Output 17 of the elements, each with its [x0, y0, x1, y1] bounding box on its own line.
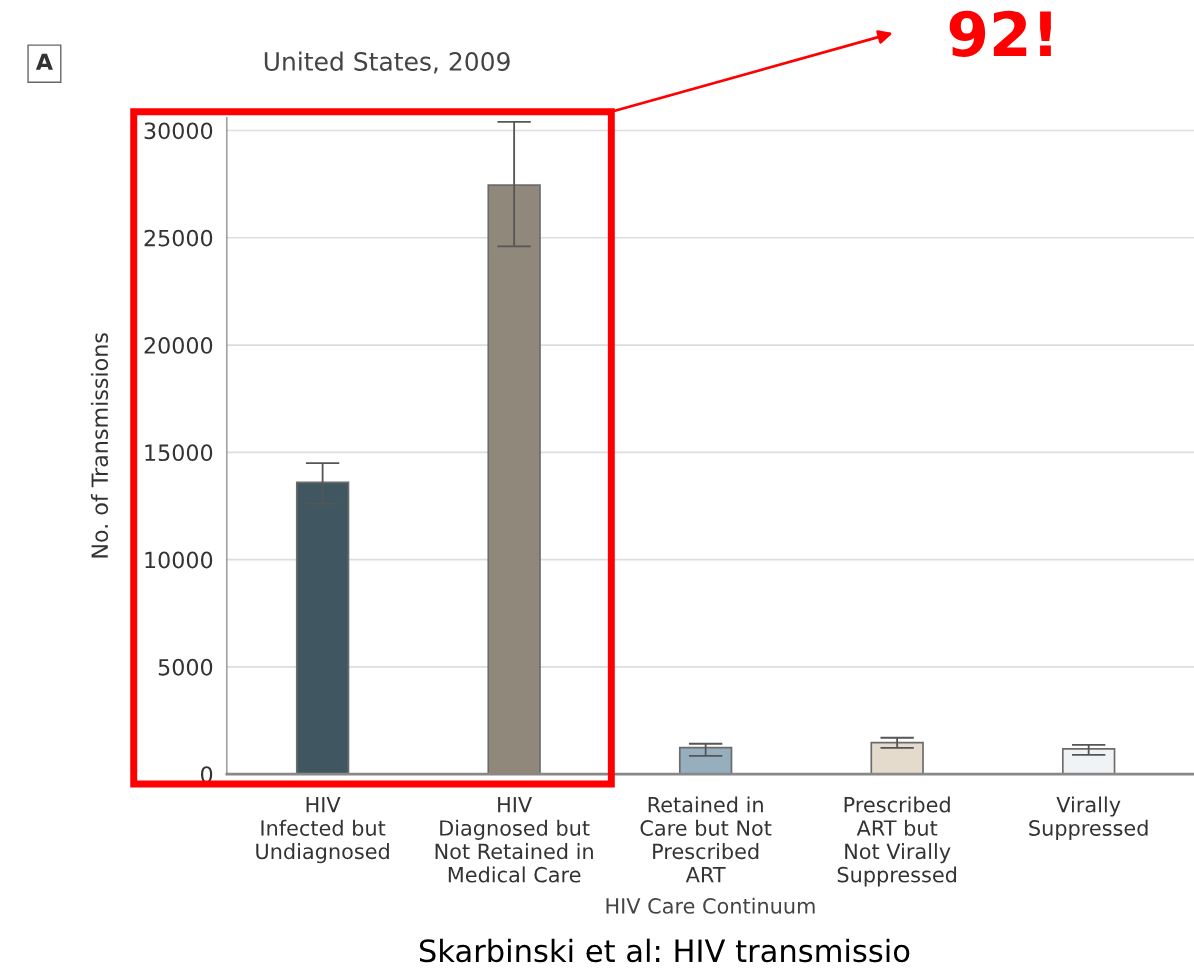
y-tick-label: 25000 [144, 229, 213, 247]
y-tick-label: 10000 [145, 551, 213, 569]
text: 92! [949, 10, 1051, 57]
x-axis-title: HIV Care Continuum [606, 897, 815, 914]
x-tick-label: HIV Infected but Undiagnosed [256, 797, 389, 864]
y-tick-label: 5000 [158, 658, 213, 676]
text: A [35, 53, 53, 70]
y-axis-title: No. of Transmissions [90, 333, 109, 558]
x-tick-label: Virally Suppressed [1029, 796, 1148, 840]
chart-title: United States, 2009 [264, 51, 510, 74]
x-tick-label: Retained in Care but Not Prescribed ART [640, 796, 772, 883]
y-tick-label: 30000 [144, 122, 213, 140]
y-tick-label: 15000 [145, 444, 213, 462]
y-tick-label: 20000 [144, 337, 213, 354]
x-tick-label: HIV Diagnosed but Not Retained in Medical Care [435, 797, 593, 883]
x-tick-label: Prescribed ART but Not Virally Suppressed [837, 796, 957, 887]
text: Skarbinski et al: HIV transmissio [419, 938, 910, 963]
